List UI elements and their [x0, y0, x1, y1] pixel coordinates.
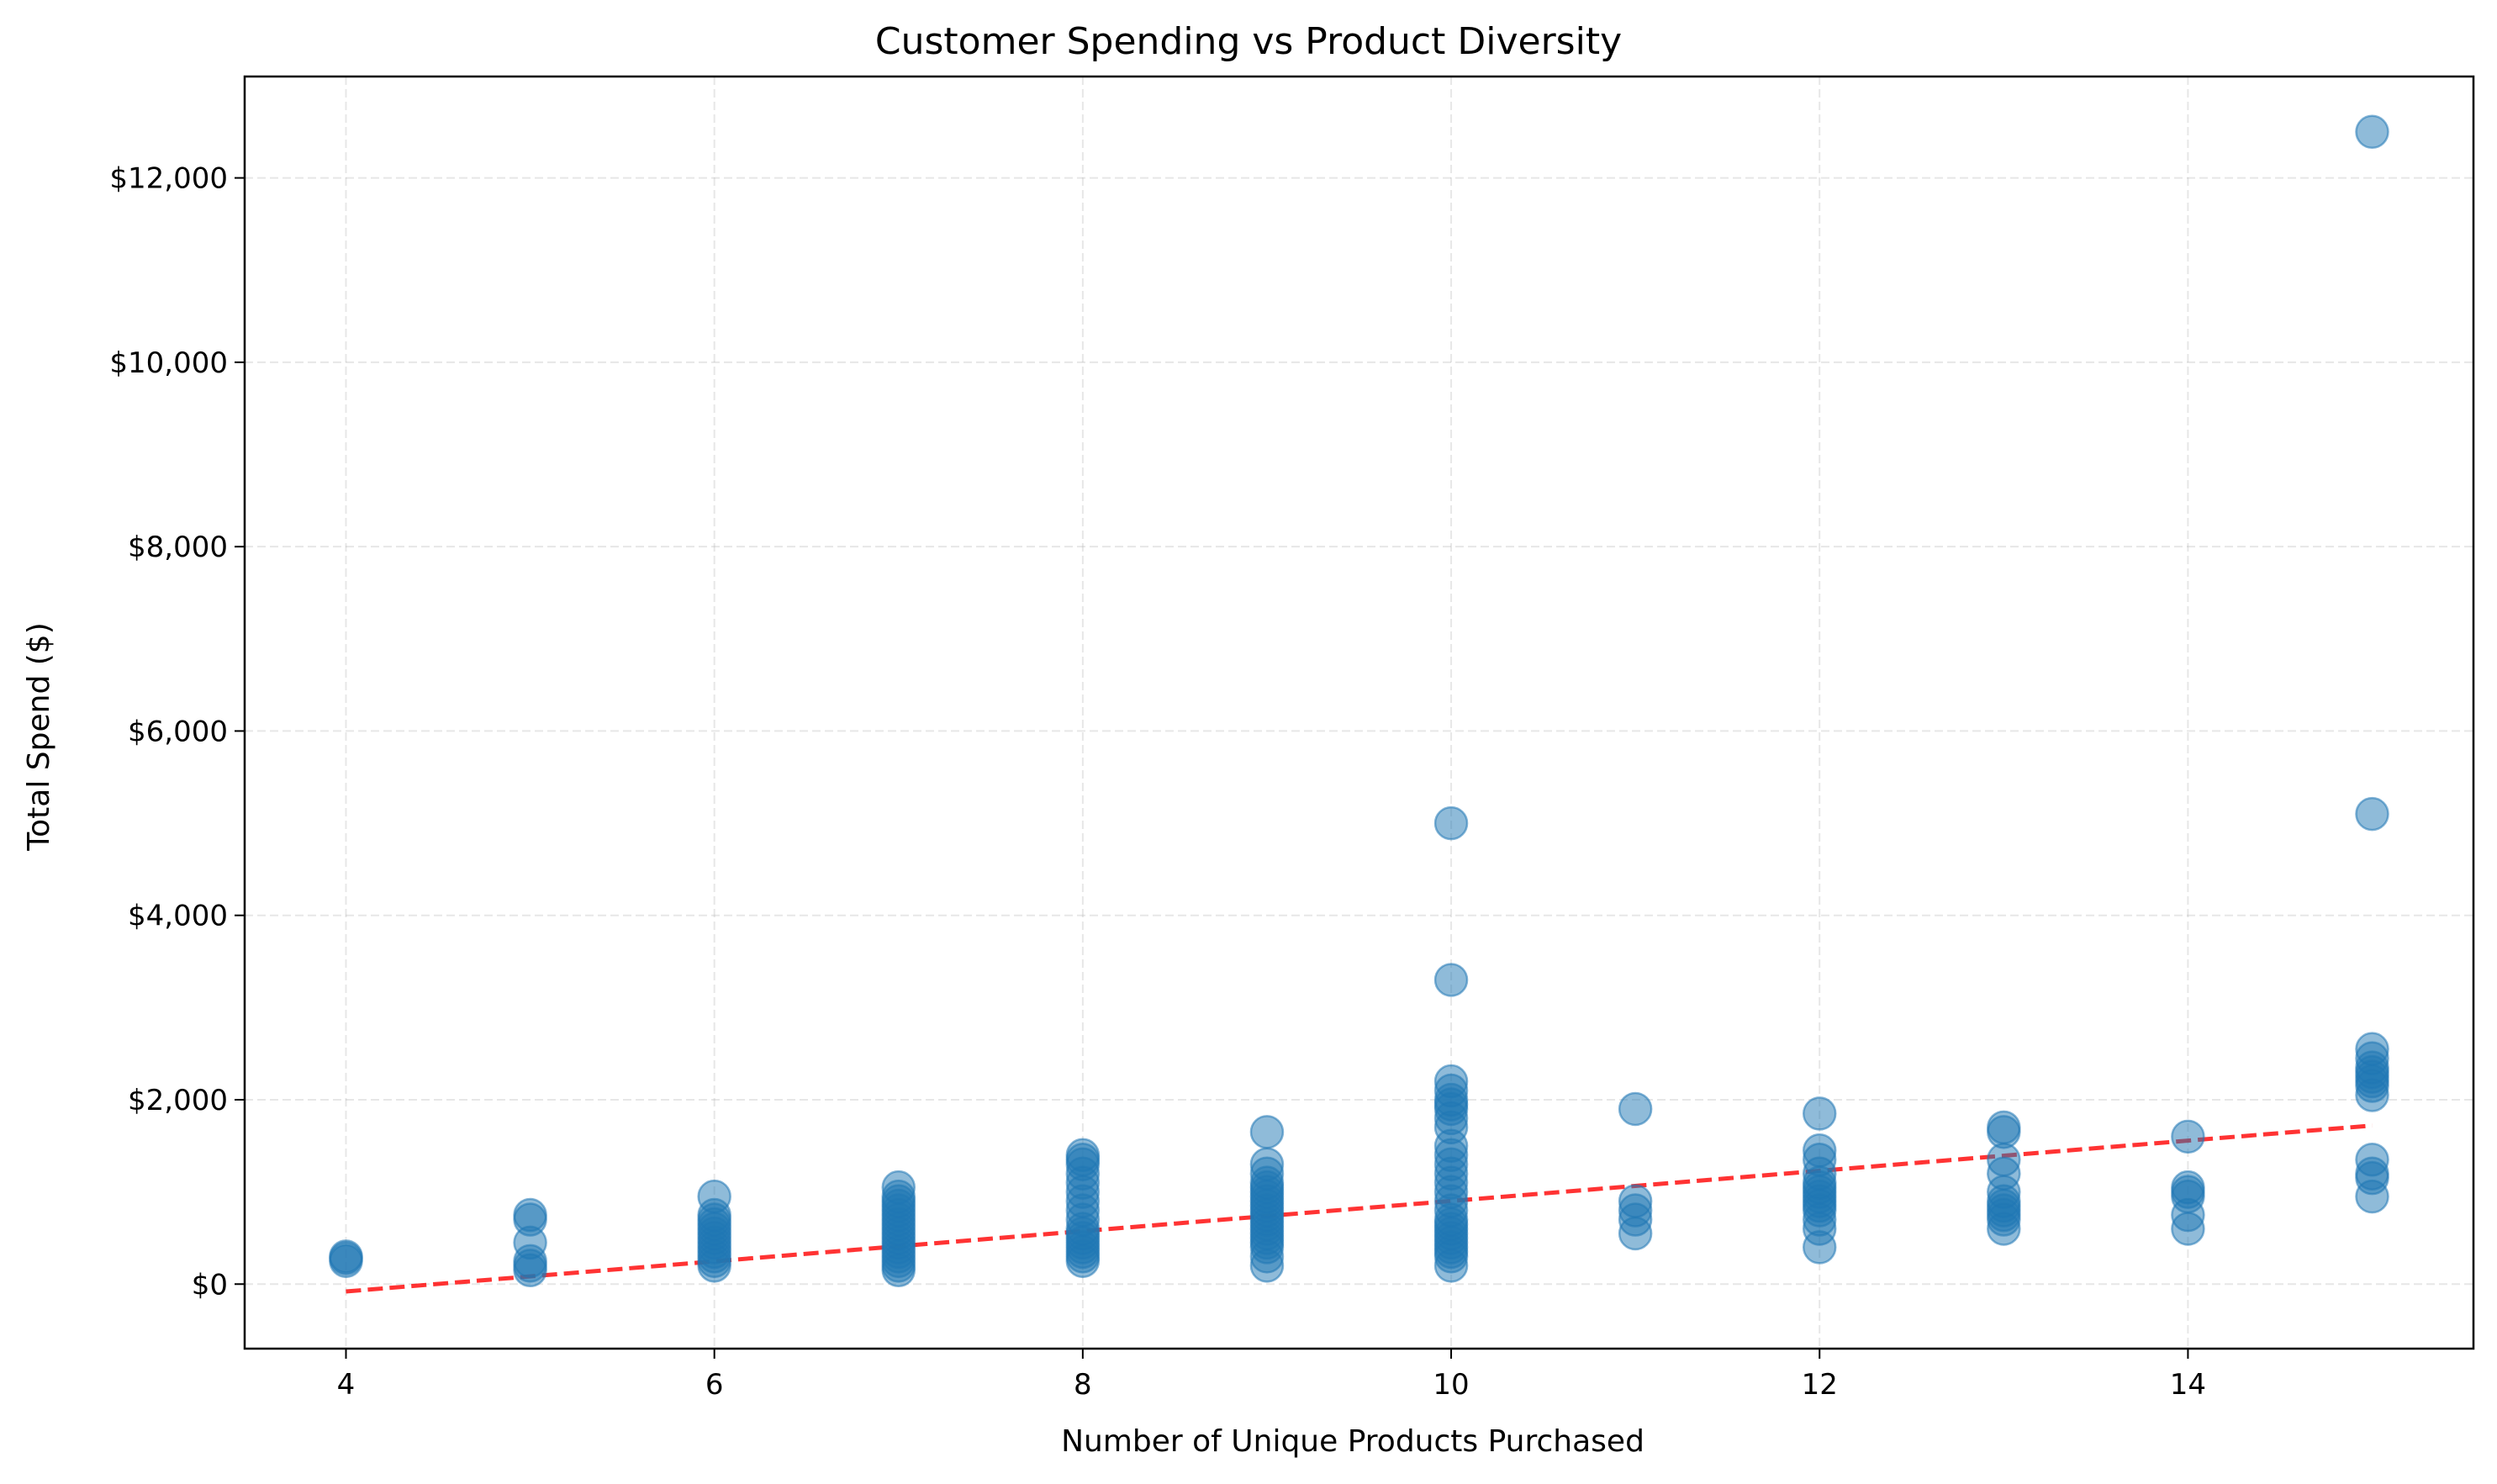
y-tick-label: $4,000: [128, 900, 228, 933]
trend-line: [346, 1123, 2373, 1294]
data-point: [2355, 1032, 2389, 1066]
x-tick-label: 8: [1074, 1368, 1092, 1402]
trend-layer: [346, 1123, 2373, 1294]
data-point: [1802, 1133, 1837, 1168]
data-point: [2171, 1170, 2205, 1205]
y-tick-label: $2,000: [128, 1084, 228, 1117]
data-point: [1987, 1110, 2021, 1145]
data-point: [1802, 1096, 1837, 1131]
y-tick-label: $12,000: [109, 162, 228, 196]
points-layer: [329, 114, 2389, 1288]
x-tick-label: 12: [1802, 1368, 1838, 1402]
x-tick-label: 6: [705, 1368, 724, 1402]
y-tick-label: $10,000: [109, 346, 228, 380]
data-point: [2171, 1119, 2205, 1154]
ticks-layer: 4 6 8 10 12 14 $0 $2,000 $4,000 $6,000 $8,000 $10,0…: [109, 162, 2206, 1402]
x-tick-label: 4: [337, 1368, 356, 1402]
data-point: [1433, 963, 1469, 997]
data-point: [1249, 1115, 1285, 1149]
data-point: [513, 1197, 547, 1233]
y-tick-label: $6,000: [128, 715, 228, 748]
x-axis-title: Number of Unique Products Purchased: [1061, 1424, 1644, 1459]
data-point: [1618, 1184, 1653, 1218]
data-point: [2355, 796, 2389, 832]
data-point: [1433, 1064, 1469, 1099]
x-tick-label: 10: [1433, 1368, 1469, 1402]
data-point: [1433, 805, 1469, 841]
plot-frame: [243, 75, 2475, 1350]
data-point: [697, 1179, 731, 1214]
y-tick-label: $8,000: [128, 531, 228, 564]
data-point: [329, 1239, 363, 1274]
data-point: [1065, 1138, 1101, 1173]
y-tick-label: $0: [192, 1268, 228, 1302]
data-point: [1618, 1091, 1653, 1127]
data-point: [881, 1170, 916, 1205]
y-axis-title: Total Spend ($): [22, 622, 56, 851]
chart-title: Customer Spending vs Product Diversity: [875, 20, 1622, 63]
x-tick-label: 14: [2170, 1368, 2206, 1402]
data-point: [2355, 1142, 2389, 1177]
data-point: [1249, 1147, 1285, 1181]
grid-layer: [245, 77, 2473, 1349]
data-point: [2355, 114, 2389, 150]
